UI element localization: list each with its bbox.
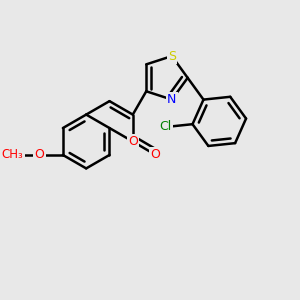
Text: O: O	[34, 148, 44, 161]
Text: O: O	[151, 148, 160, 161]
Text: N: N	[167, 93, 176, 106]
Text: Cl: Cl	[160, 121, 172, 134]
Text: CH₃: CH₃	[2, 148, 23, 161]
Text: S: S	[168, 50, 176, 63]
Text: O: O	[128, 135, 138, 148]
